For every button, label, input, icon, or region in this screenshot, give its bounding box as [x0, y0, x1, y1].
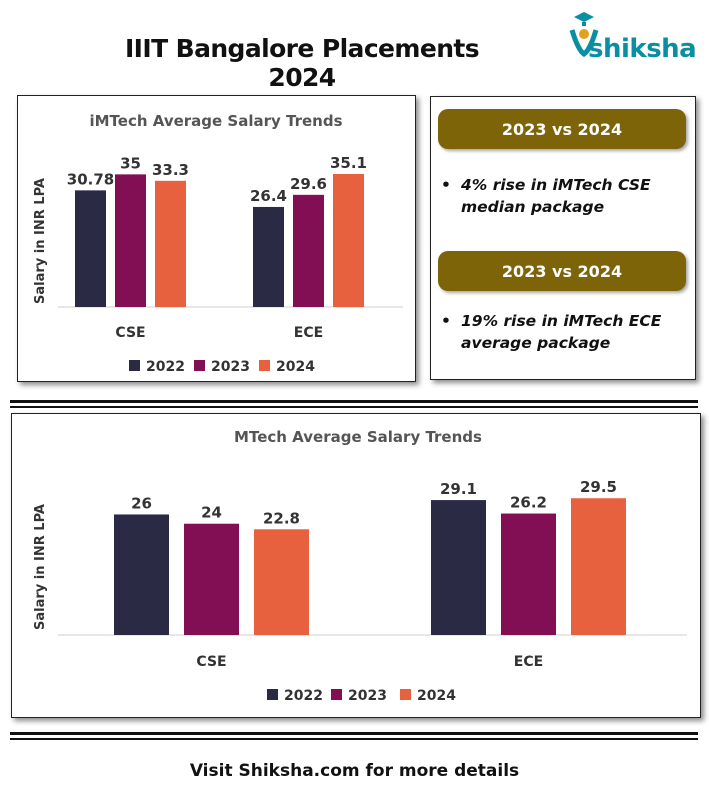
bar-cse-2024 — [155, 180, 186, 307]
logo-text: shiksha — [588, 34, 697, 64]
chart-title: MTech Average Salary Trends — [234, 428, 482, 446]
comparison-point-2: • 19% rise in iMTech ECE average package — [441, 310, 681, 354]
bullet-icon: • — [441, 312, 451, 330]
imtech-chart-panel: iMTech Average Salary Trends Salary in IN… — [17, 95, 416, 382]
legend-swatch — [194, 360, 205, 371]
legend-swatch — [400, 689, 411, 700]
data-label: 35.1 — [330, 154, 367, 172]
legend-label: 2023 — [211, 359, 250, 375]
data-label: 24 — [201, 504, 222, 522]
comparison-point-1: • 4% rise in iMTech CSE median package — [441, 174, 681, 218]
data-label: 33.3 — [152, 161, 189, 179]
shiksha-logo: shiksha — [560, 6, 705, 68]
category-label: CSE — [196, 654, 226, 670]
bar-cse-2024 — [254, 529, 309, 635]
bar-ece-2023 — [293, 194, 324, 307]
footer-text: Visit Shiksha.com for more details — [189, 761, 520, 781]
bar-ece-2024 — [571, 498, 626, 635]
comparison-text-2: 19% rise in iMTech ECE average package — [461, 312, 662, 352]
legend-swatch — [129, 360, 140, 371]
y-axis-label: Salary in INR LPA — [33, 504, 48, 630]
data-label: 30.78 — [67, 170, 114, 188]
data-label: 29.1 — [440, 480, 477, 498]
data-label: 35 — [120, 154, 141, 172]
section-divider — [10, 400, 698, 403]
chart-title: iMTech Average Salary Trends — [89, 112, 342, 130]
data-label: 29.5 — [580, 478, 617, 496]
bar-ece-2024 — [333, 173, 364, 307]
category-label: ECE — [514, 654, 543, 670]
bar-cse-2023 — [184, 523, 239, 635]
section-divider-thin — [10, 406, 698, 408]
bar-cse-2023 — [115, 174, 146, 307]
imtech-salary-chart: iMTech Average Salary Trends Salary in IN… — [33, 112, 403, 375]
mtech-chart-panel: MTech Average Salary Trends Salary in INR… — [11, 413, 701, 718]
bar-ece-2023 — [501, 513, 556, 635]
legend-label: 2024 — [417, 688, 456, 704]
data-label: 29.6 — [290, 175, 327, 193]
y-axis-label: Salary in INR LPA — [33, 178, 48, 304]
legend-swatch — [259, 360, 270, 371]
comparison-banner-1: 2023 vs 2024 — [438, 109, 686, 149]
bar-cse-2022 — [114, 514, 169, 635]
legend-swatch — [331, 689, 342, 700]
legend-label: 2022 — [284, 688, 323, 704]
legend-label: 2024 — [276, 359, 315, 375]
category-label: ECE — [294, 325, 323, 341]
page-title: IIIT Bangalore Placements 2024 — [124, 34, 480, 92]
legend-swatch — [267, 689, 278, 700]
legend-label: 2023 — [348, 688, 387, 704]
bar-ece-2022 — [253, 206, 284, 307]
comparison-panel: 2023 vs 2024 • 4% rise in iMTech CSE med… — [430, 96, 696, 380]
category-label: CSE — [115, 325, 145, 341]
comparison-banner-2: 2023 vs 2024 — [438, 251, 686, 291]
data-label: 26.2 — [510, 494, 547, 512]
bullet-icon: • — [441, 176, 451, 194]
graduate-cap-icon — [569, 12, 599, 58]
footer-divider — [10, 732, 698, 735]
legend-label: 2022 — [146, 359, 185, 375]
data-label: 22.8 — [263, 509, 300, 527]
bar-cse-2022 — [75, 190, 106, 307]
data-label: 26 — [131, 494, 152, 512]
footer-divider-thin — [10, 738, 698, 740]
comparison-text-1: 4% rise in iMTech CSE median package — [461, 176, 651, 216]
data-label: 26.4 — [250, 187, 287, 205]
bar-ece-2022 — [431, 500, 486, 635]
mtech-salary-chart: MTech Average Salary Trends Salary in INR… — [33, 428, 687, 704]
